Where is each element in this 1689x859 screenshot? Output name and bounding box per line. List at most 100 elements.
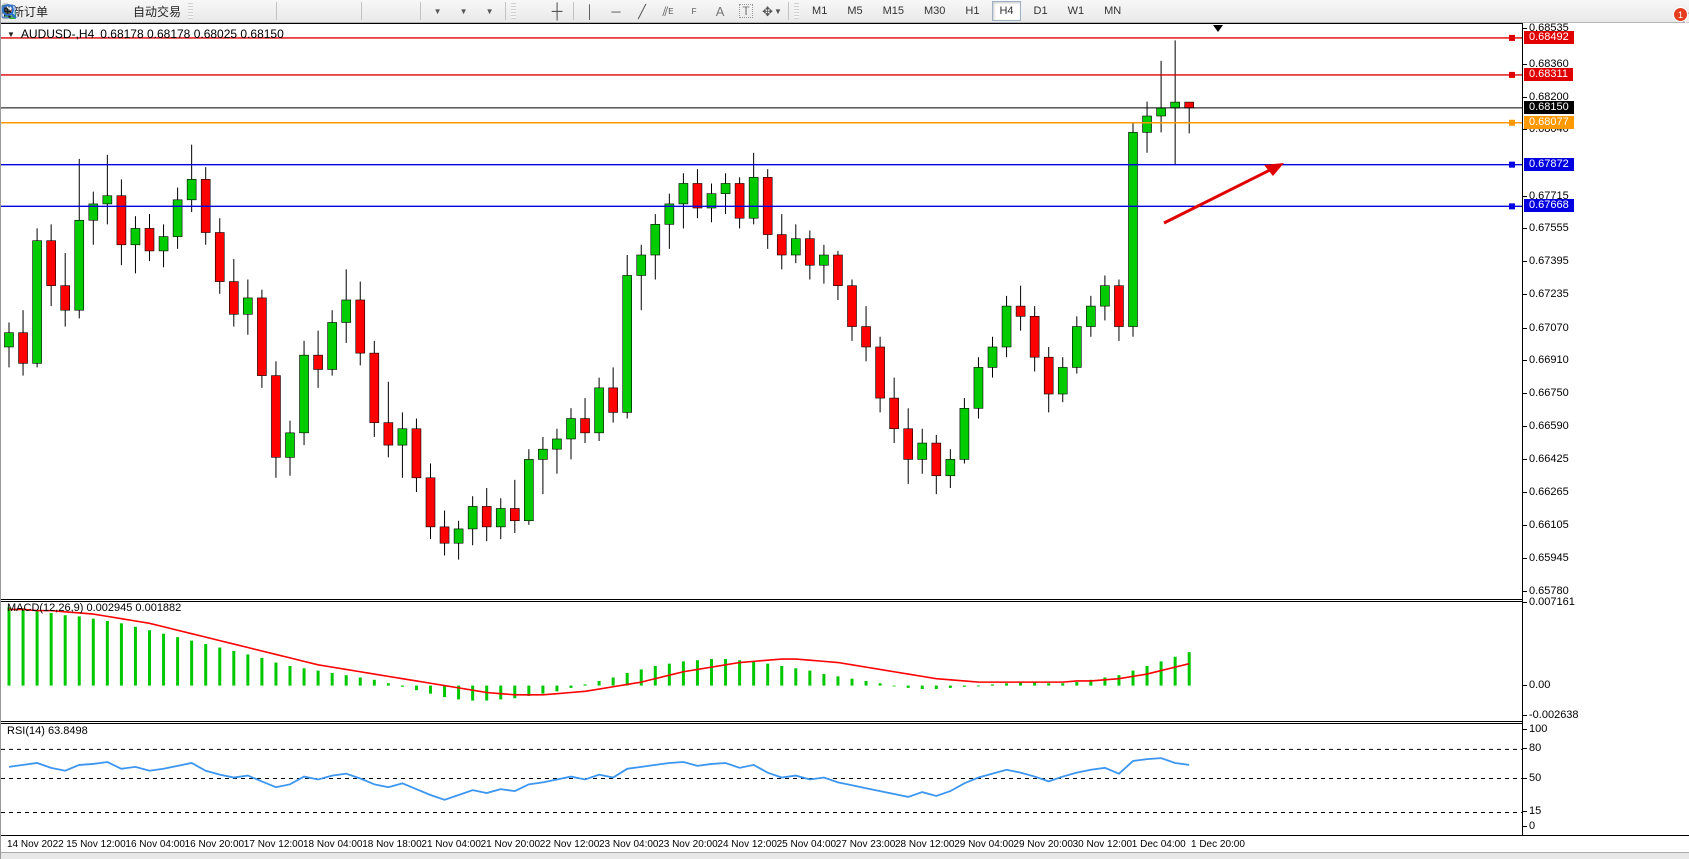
rsi-tick: 50 xyxy=(1522,771,1542,784)
timeframe-MN[interactable]: MN xyxy=(1104,5,1122,17)
timeframe-M1[interactable]: M1 xyxy=(812,5,828,17)
horizontal-line-button[interactable]: ─ xyxy=(603,1,629,21)
time-label: 1 Dec 04:00 xyxy=(1131,839,1186,850)
auto-scroll-button[interactable] xyxy=(2,1,391,21)
new-order-label: 新订单 xyxy=(12,4,49,19)
macd-tick: -0.002638 xyxy=(1523,709,1579,721)
main-chart-pane[interactable] xyxy=(1,23,1522,598)
time-label: 15 Nov 12:00 xyxy=(66,839,126,850)
price-level-badge: 0.68492 xyxy=(1524,30,1574,44)
main-toolbar: 新订单 自动 xyxy=(1,0,1689,27)
indicators-button[interactable]: ▼ xyxy=(1,1,450,21)
toolbar-drag-handle[interactable] xyxy=(511,3,517,19)
price-tick: 0.66425 xyxy=(1523,453,1569,466)
macd-tick: 0.007161 xyxy=(1523,596,1575,608)
time-label: 29 Nov 20:00 xyxy=(1013,839,1073,850)
trendline-icon: ╱ xyxy=(638,3,646,19)
time-label: 17 Nov 12:00 xyxy=(243,839,304,850)
time-label: 1 Dec 20:00 xyxy=(1191,839,1245,850)
charts-shortcut-button[interactable] xyxy=(1,1,79,21)
timeframe-W1[interactable]: W1 xyxy=(1067,5,1085,17)
templates-button[interactable]: ▼ xyxy=(1,1,502,21)
price-level-badge: 0.67668 xyxy=(1524,199,1574,213)
rsi-pane[interactable] xyxy=(1,724,1522,835)
chevron-down-icon: ▼ xyxy=(433,6,442,16)
vertical-line-button[interactable]: │ xyxy=(577,1,603,21)
chart-menu-icon[interactable]: ▼ xyxy=(7,29,15,39)
tile-windows-button[interactable] xyxy=(2,1,358,21)
time-label: 16 Nov 04:00 xyxy=(125,839,185,850)
price-tick: 0.65780 xyxy=(1523,585,1569,598)
bar-chart-button[interactable] xyxy=(2,1,221,21)
candlestick-chart-button[interactable] xyxy=(2,1,247,21)
rsi-tick: 100 xyxy=(1522,723,1548,735)
price-level-badge: 0.68077 xyxy=(1524,115,1574,129)
trendline-button[interactable]: ╱ xyxy=(629,1,655,21)
price-tick: 0.67715 xyxy=(1523,189,1569,202)
time-axis[interactable]: 14 Nov 2022 15 Nov 12:00 16 Nov 04:00 16 No… xyxy=(1,835,1689,852)
arrows-button[interactable]: ✥ ▼ xyxy=(759,1,785,21)
symbol-period-label: AUDUSD-,H4 xyxy=(20,27,95,41)
time-label: 29 Nov 04:00 xyxy=(954,839,1014,850)
time-label: 24 Nov 12:00 xyxy=(717,839,777,850)
current-price-badge: 0.68150 xyxy=(1524,100,1574,114)
time-label: 23 Nov 04:00 xyxy=(599,839,659,850)
time-label: 25 Nov 04:00 xyxy=(776,839,837,850)
price-tick: 0.68200 xyxy=(1523,90,1569,103)
arrows-icon: ✥ xyxy=(762,3,774,19)
timeframe-M30[interactable]: M30 xyxy=(924,5,946,17)
timeframe-M5[interactable]: M5 xyxy=(847,5,863,17)
time-label: 27 Nov 23:00 xyxy=(835,839,896,850)
market-watch-button[interactable] xyxy=(1,1,105,21)
vertical-line-icon: │ xyxy=(585,3,595,19)
price-axis[interactable]: 0.68535 0.68360 0.68200 0.68040 0.67715 0.675… xyxy=(1522,22,1689,835)
toolbar-drag-handle[interactable] xyxy=(188,3,194,19)
time-label: 28 Nov 12:00 xyxy=(895,839,955,850)
signals-button[interactable] xyxy=(2,1,131,21)
timeframe-M15[interactable]: M15 xyxy=(882,5,904,17)
chart-shift-button[interactable] xyxy=(2,1,417,21)
rsi-label: RSI(14) 63.8498 xyxy=(7,725,88,737)
status-strip xyxy=(1,852,1689,859)
timeframe-H1[interactable]: H1 xyxy=(965,5,980,17)
periods-button[interactable]: ▼ xyxy=(2,1,476,21)
search-icon[interactable] xyxy=(1,3,18,20)
timeframe-toolbar: M1 M5 M15 M30 H1 H4 D1 W1 MN xyxy=(805,1,1128,21)
fibonacci-button[interactable]: F xyxy=(2,1,707,21)
rsi-tick: 80 xyxy=(1522,742,1542,755)
timeframe-D1[interactable]: D1 xyxy=(1033,5,1048,17)
zoom-out-button[interactable] xyxy=(2,1,332,21)
chart-window: ▼ AUDUSD-,H4 0.68178 0.68178 0.68025 0.6… xyxy=(1,22,1689,859)
timeframe-H4[interactable]: H4 xyxy=(992,1,1021,21)
time-label: 21 Nov 04:00 xyxy=(421,839,481,850)
time-label: 18 Nov 04:00 xyxy=(303,839,363,850)
time-label: 21 Nov 20:00 xyxy=(480,839,541,850)
chevron-down-icon: ▼ xyxy=(774,6,782,16)
time-label: 16 Nov 20:00 xyxy=(184,839,245,850)
price-tick: 0.67555 xyxy=(1523,222,1569,235)
chart-title: ▼ AUDUSD-,H4 0.68178 0.68178 0.68025 0.6… xyxy=(7,27,284,41)
text-label-icon: T xyxy=(739,4,753,18)
price-tick: 0.66590 xyxy=(1523,419,1569,432)
auto-trading-button[interactable]: 自动交易 xyxy=(1,1,186,21)
equidistant-channel-icon: ⫽ xyxy=(662,3,669,19)
chart-shift-marker[interactable] xyxy=(1213,25,1223,32)
text-button[interactable]: A xyxy=(707,1,733,21)
price-tick: 0.67395 xyxy=(1523,255,1569,268)
channel-button[interactable]: ⫽ E xyxy=(662,3,674,19)
price-tick: 0.67070 xyxy=(1523,321,1569,334)
macd-tick: 0.00 xyxy=(1522,678,1551,691)
line-chart-button[interactable] xyxy=(1,1,273,21)
price-tick: 0.68360 xyxy=(1523,57,1569,70)
crosshair-icon: ┼ xyxy=(551,2,563,20)
zoom-in-button[interactable] xyxy=(2,1,306,21)
price-tick: 0.67235 xyxy=(1523,287,1569,300)
macd-pane[interactable] xyxy=(1,600,1522,721)
toolbar-drag-handle[interactable] xyxy=(794,3,800,19)
time-label: 14 Nov 2022 xyxy=(7,839,64,850)
cursor-button[interactable] xyxy=(4,1,544,21)
crosshair-button[interactable]: ┼ xyxy=(544,1,570,21)
text-label-button[interactable]: T xyxy=(733,1,759,21)
rsi-tick: 15 xyxy=(1522,805,1542,818)
